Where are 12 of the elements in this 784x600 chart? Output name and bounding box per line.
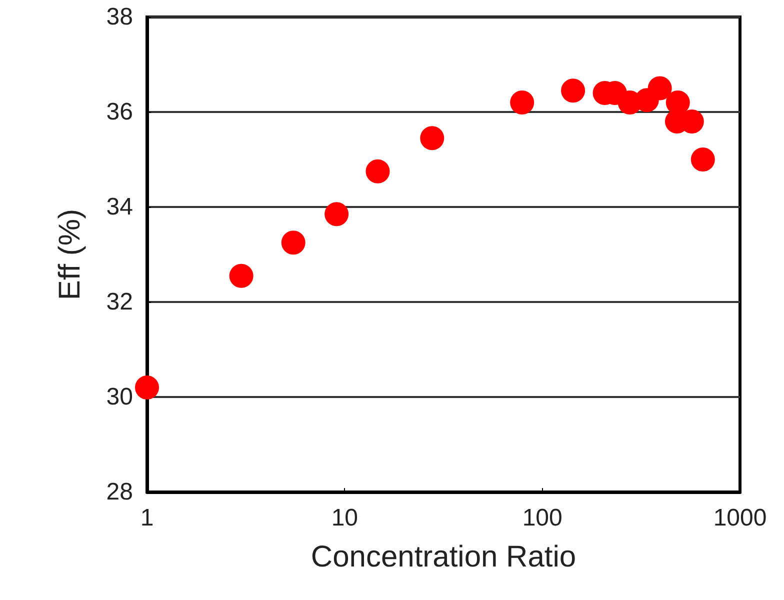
y-tick-label: 34 [106,194,133,220]
x-tick-label: 1 [140,504,154,532]
y-axis-title: Eff (%) [54,208,86,300]
y-tick-label: 38 [106,4,133,30]
x-tick-label: 1000 [713,504,767,532]
y-tick-label: 28 [106,478,133,506]
y-tick-label: 30 [106,384,133,410]
x-tick-label: 100 [522,504,562,532]
y-tick-label: 36 [106,98,133,126]
x-tick-label: 10 [331,504,358,532]
y-tick-label: 32 [106,288,133,316]
x-axis-title: Concentration Ratio [310,540,576,574]
